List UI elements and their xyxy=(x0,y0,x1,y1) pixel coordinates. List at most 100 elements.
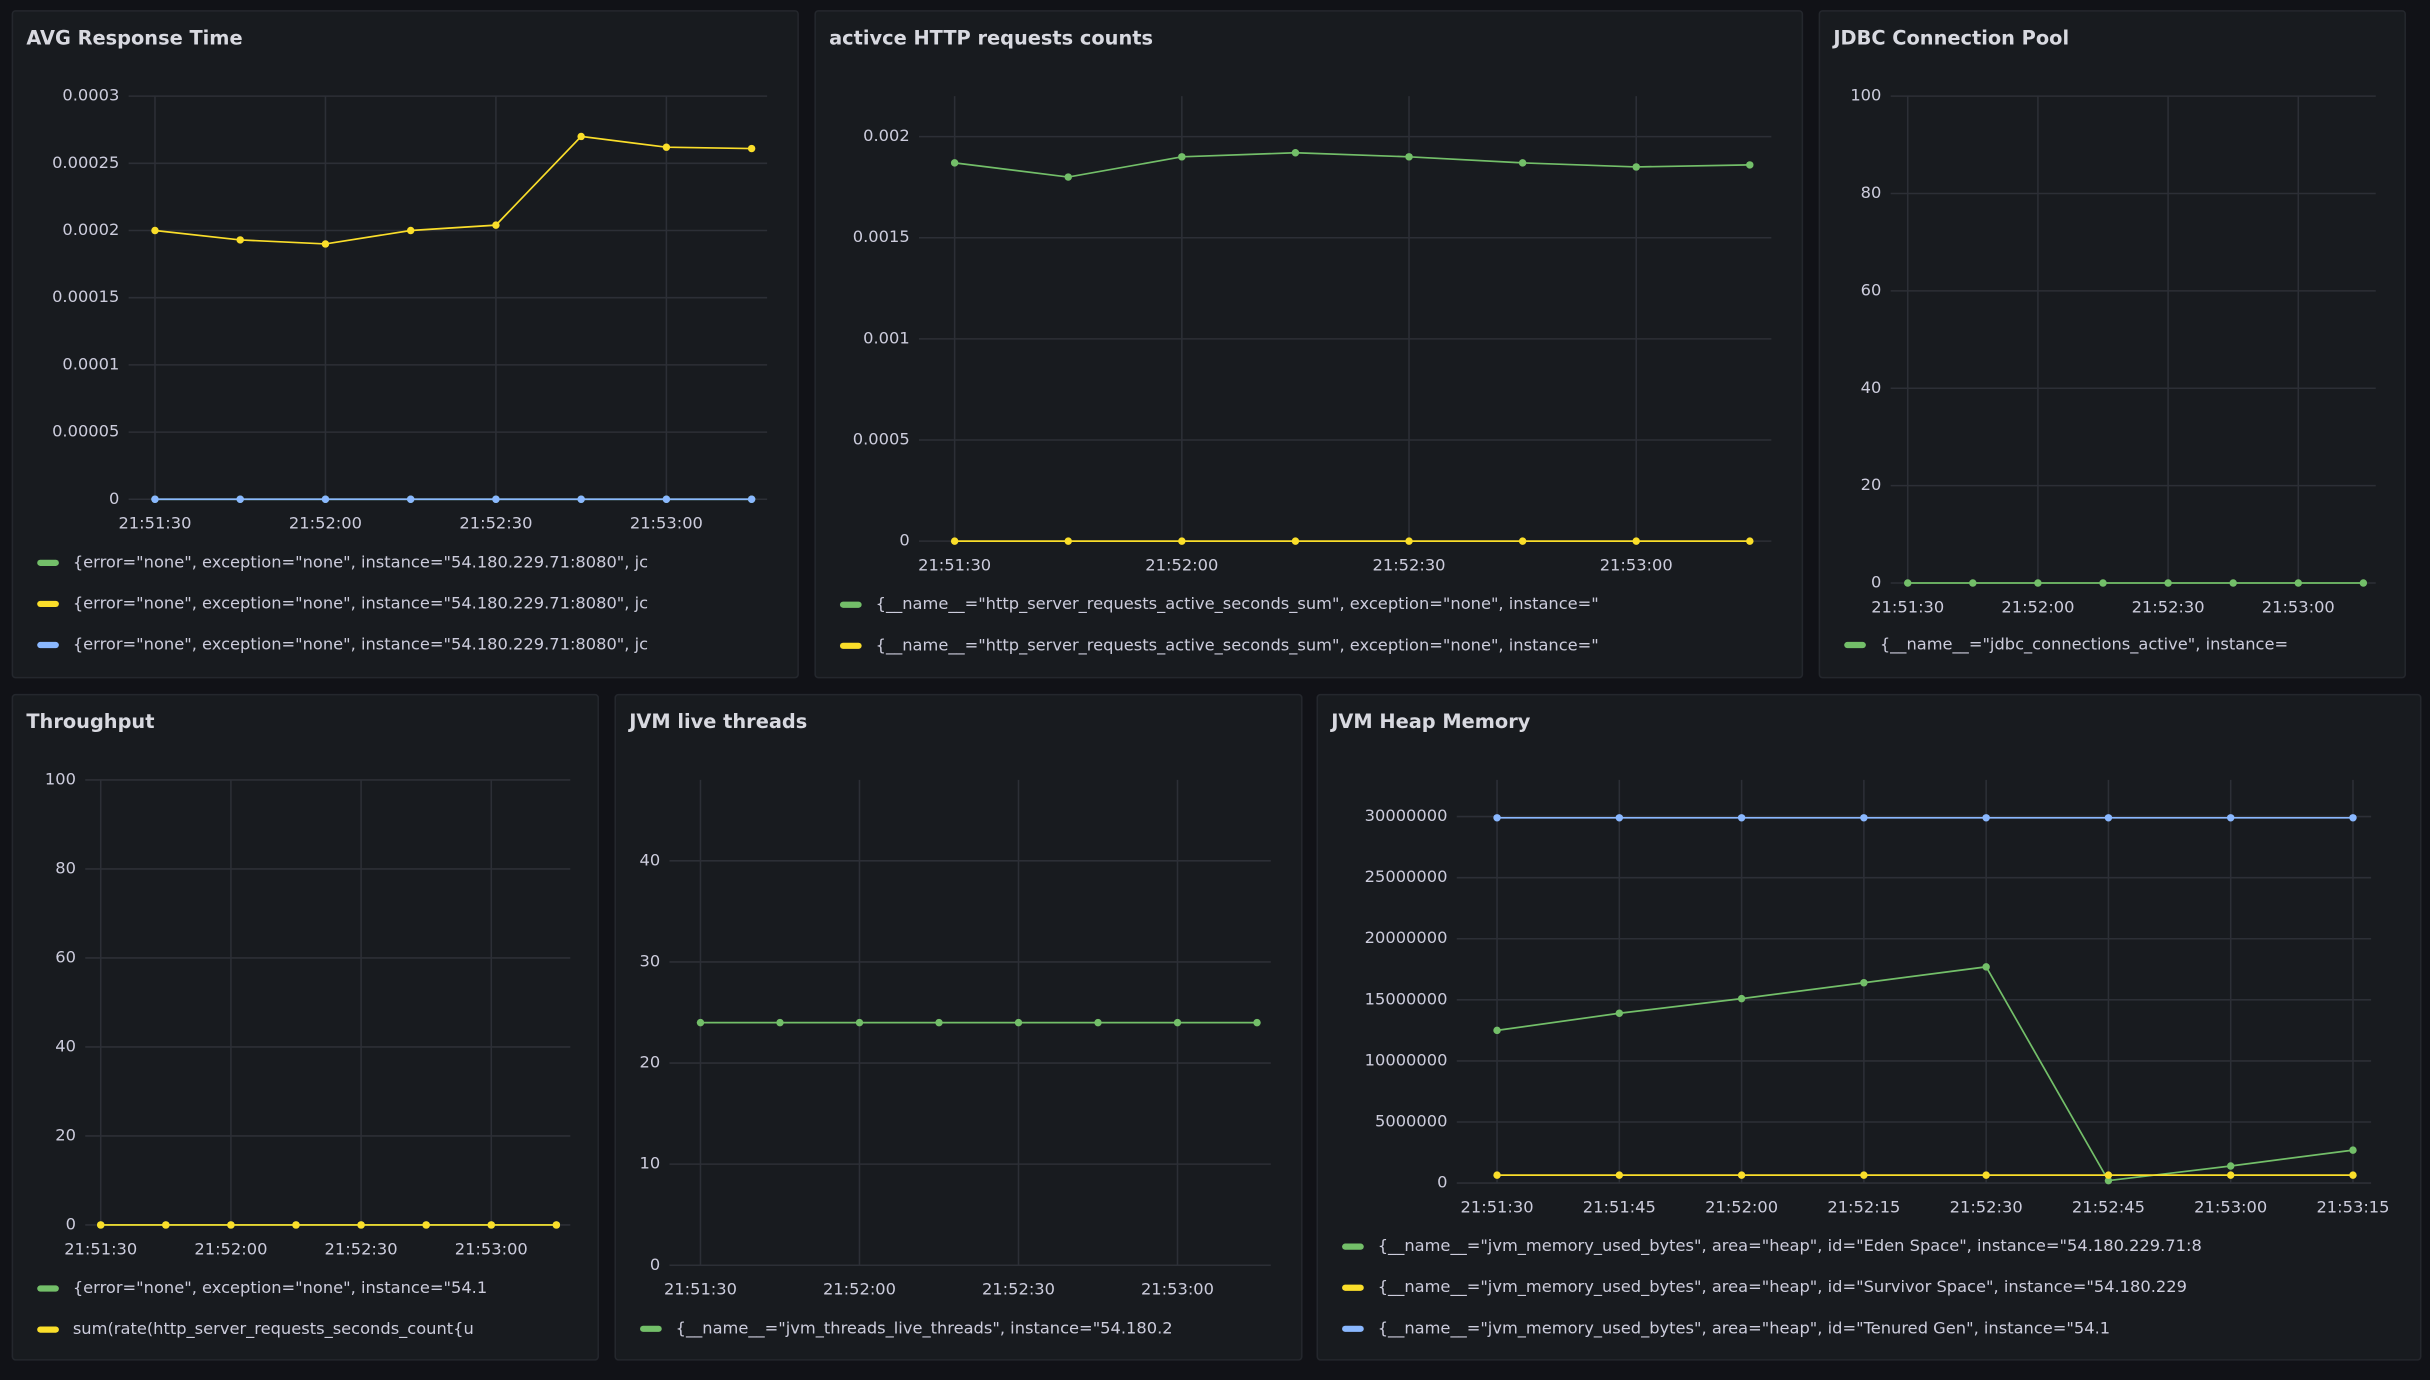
data-point xyxy=(1737,994,1746,1003)
data-point xyxy=(227,1221,235,1229)
data-point xyxy=(2226,1162,2235,1170)
data-point xyxy=(2349,1171,2357,1179)
legend-label: {error="none", exception="none", instanc… xyxy=(73,552,648,571)
panel-title: AVG Response Time xyxy=(26,26,242,49)
x-tick-label: 21:52:30 xyxy=(459,514,532,533)
y-tick-label: 0 xyxy=(650,1255,660,1274)
data-point xyxy=(1615,1171,1624,1179)
data-point xyxy=(487,1221,495,1229)
legend-label: {__name__="jvm_memory_used_bytes", area=… xyxy=(1378,1236,2202,1256)
panel-title: JVM live threads xyxy=(627,710,807,733)
y-tick-label: 20 xyxy=(639,1053,660,1072)
panel xyxy=(614,693,1303,1361)
y-tick-label: 100 xyxy=(45,769,76,788)
x-tick-label: 21:51:30 xyxy=(64,1239,137,1258)
data-point xyxy=(1405,153,1413,161)
y-tick-label: 0 xyxy=(1437,1173,1447,1192)
legend-label: {__name__="jvm_threads_live_threads", in… xyxy=(676,1318,1173,1338)
data-point xyxy=(696,1018,705,1027)
data-point xyxy=(492,221,500,229)
y-tick-label: 0.0001 xyxy=(62,354,119,373)
data-point xyxy=(292,1221,300,1229)
series-line xyxy=(954,151,1750,178)
data-point xyxy=(406,495,415,504)
x-tick-label: 21:51:30 xyxy=(1871,597,1944,616)
y-tick-label: 30 xyxy=(639,951,660,970)
data-point xyxy=(2164,579,2172,587)
data-point xyxy=(1518,159,1527,167)
legend-label: {__name__="jvm_memory_used_bytes", area=… xyxy=(1378,1277,2187,1297)
y-tick-label: 0.00025 xyxy=(52,153,119,172)
data-point xyxy=(1632,537,1640,545)
data-point xyxy=(950,159,959,167)
y-tick-label: 0.0015 xyxy=(853,227,910,246)
y-tick-label: 60 xyxy=(1861,280,1882,299)
data-point xyxy=(1493,1171,1501,1179)
y-tick-label: 10000000 xyxy=(1365,1050,1448,1069)
y-tick-label: 20000000 xyxy=(1365,928,1448,947)
y-tick-label: 0.00015 xyxy=(52,287,119,306)
legend-label: {__name__="jdbc_connections_active", ins… xyxy=(1880,635,2288,655)
data-point xyxy=(1737,1171,1746,1179)
x-tick-label: 21:52:30 xyxy=(1950,1197,2023,1216)
data-point xyxy=(1982,1171,1990,1179)
legend-swatch xyxy=(640,1325,662,1332)
y-tick-label: 0 xyxy=(1871,573,1881,592)
x-tick-label: 21:53:00 xyxy=(455,1239,528,1258)
data-point xyxy=(1173,1018,1182,1027)
data-point xyxy=(2104,814,2113,822)
data-point xyxy=(1982,814,1990,822)
legend-swatch xyxy=(37,1326,59,1333)
data-point xyxy=(162,1221,170,1229)
y-tick-label: 80 xyxy=(55,858,76,877)
y-tick-label: 80 xyxy=(1861,183,1882,202)
y-tick-label: 0 xyxy=(66,1214,76,1233)
data-point xyxy=(492,495,500,504)
data-point xyxy=(357,1221,365,1229)
y-tick-label: 20 xyxy=(55,1125,76,1144)
x-tick-label: 21:53:00 xyxy=(1600,555,1673,574)
panel xyxy=(11,10,799,679)
legend-swatch xyxy=(1342,1284,1364,1291)
data-point xyxy=(1982,963,1990,971)
x-tick-label: 21:52:45 xyxy=(2072,1197,2145,1216)
data-point xyxy=(552,1221,561,1229)
legend-label: {__name__="http_server_requests_active_s… xyxy=(876,594,1599,614)
x-tick-label: 21:51:45 xyxy=(1583,1197,1656,1216)
data-point xyxy=(1493,814,1501,822)
data-point xyxy=(1178,153,1186,161)
data-point xyxy=(1860,979,1868,987)
legend-swatch xyxy=(1342,1243,1364,1250)
x-tick-label: 21:52:30 xyxy=(2132,597,2205,616)
data-point xyxy=(2294,579,2302,587)
y-tick-label: 0.0005 xyxy=(853,430,910,449)
data-point xyxy=(2229,579,2237,587)
data-point xyxy=(97,1221,105,1229)
data-point xyxy=(2104,1171,2113,1179)
x-tick-label: 21:52:30 xyxy=(1373,555,1446,574)
data-point xyxy=(236,495,244,504)
data-point xyxy=(950,537,959,545)
data-point xyxy=(1014,1018,1023,1027)
data-point xyxy=(151,226,159,235)
x-tick-label: 21:53:15 xyxy=(2316,1197,2389,1216)
y-tick-label: 0.00005 xyxy=(52,422,119,441)
data-point xyxy=(935,1018,943,1027)
legend-label: {error="none", exception="none", instanc… xyxy=(73,1278,487,1297)
y-tick-label: 0 xyxy=(109,489,119,508)
data-point xyxy=(151,495,159,504)
data-point xyxy=(1746,537,1754,545)
panel-title: activce HTTP requests counts xyxy=(829,26,1153,49)
y-tick-label: 60 xyxy=(55,947,76,966)
data-point xyxy=(1615,814,1624,822)
y-tick-label: 5000000 xyxy=(1375,1111,1447,1130)
series-line xyxy=(154,135,752,245)
data-point xyxy=(1405,537,1413,545)
legend-swatch xyxy=(37,641,59,649)
y-tick-label: 20 xyxy=(1861,475,1882,494)
panel-content: Throughput 0 20 40 60 80 100 21:51:30 21:52:00 21… xyxy=(26,710,571,1339)
panel-content: AVG Response Time 0 0.00005 0.0001 0.00015 0.… xyxy=(26,26,768,654)
data-point xyxy=(236,236,244,244)
data-point xyxy=(321,240,330,248)
